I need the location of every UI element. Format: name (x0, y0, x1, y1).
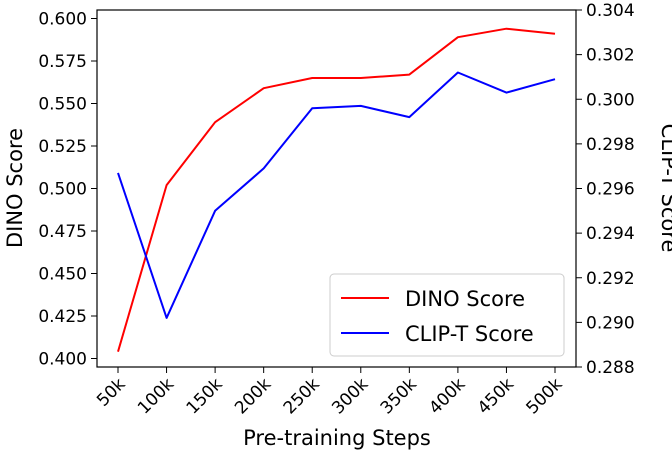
x-axis-ticks: 50k 100k 150k 200k 250k 300k 350k 400k 450k 500k (93, 367, 567, 418)
right-tick-label: 0.290 (586, 313, 635, 333)
right-tick-label: 0.294 (586, 224, 635, 244)
legend-label-clip: CLIP-T Score (405, 322, 534, 346)
x-tick-label: 50k (93, 374, 130, 411)
right-tick-label: 0.300 (586, 90, 635, 110)
left-tick-label: 0.450 (38, 265, 87, 285)
left-tick-label: 0.400 (38, 350, 87, 370)
x-tick-label: 500k (522, 374, 566, 418)
right-tick-label: 0.292 (586, 269, 635, 289)
left-axis-title: DINO Score (3, 128, 27, 248)
right-tick-label: 0.304 (586, 1, 635, 21)
x-tick-label: 400k (425, 374, 469, 418)
legend-box (329, 273, 565, 357)
right-axis-ticks: 0.288 0.290 0.292 0.294 0.296 0.298 0.300 0.302… (576, 1, 635, 378)
right-axis-title: CLIP-T Score (657, 124, 672, 253)
right-tick-label: 0.288 (586, 358, 635, 378)
left-tick-label: 0.500 (38, 180, 87, 200)
left-tick-label: 0.425 (38, 307, 87, 327)
left-tick-label: 0.575 (38, 52, 87, 72)
left-axis-ticks: 0.400 0.425 0.450 0.475 0.500 0.525 0.550 0.575… (38, 10, 97, 370)
x-tick-label: 350k (377, 374, 421, 418)
left-tick-label: 0.600 (38, 10, 87, 30)
x-tick-label: 100k (134, 374, 178, 418)
legend-label-dino: DINO Score (405, 287, 525, 311)
x-tick-label: 150k (183, 374, 227, 418)
x-axis-title: Pre-training Steps (243, 426, 431, 450)
right-tick-label: 0.302 (586, 46, 635, 66)
right-tick-label: 0.296 (586, 180, 635, 200)
series-layer (117, 27, 556, 352)
left-tick-label: 0.550 (38, 95, 87, 115)
x-tick-label: 300k (328, 374, 372, 418)
x-tick-label: 450k (474, 374, 518, 418)
x-tick-label: 250k (280, 374, 324, 418)
series-line-clip-t (117, 71, 556, 319)
right-tick-label: 0.298 (586, 135, 635, 155)
left-tick-label: 0.525 (38, 137, 87, 157)
series-line-dino (117, 27, 556, 352)
x-tick-label: 200k (231, 374, 275, 418)
legend: DINO Score CLIP-T Score (329, 273, 565, 357)
left-tick-label: 0.475 (38, 222, 87, 242)
